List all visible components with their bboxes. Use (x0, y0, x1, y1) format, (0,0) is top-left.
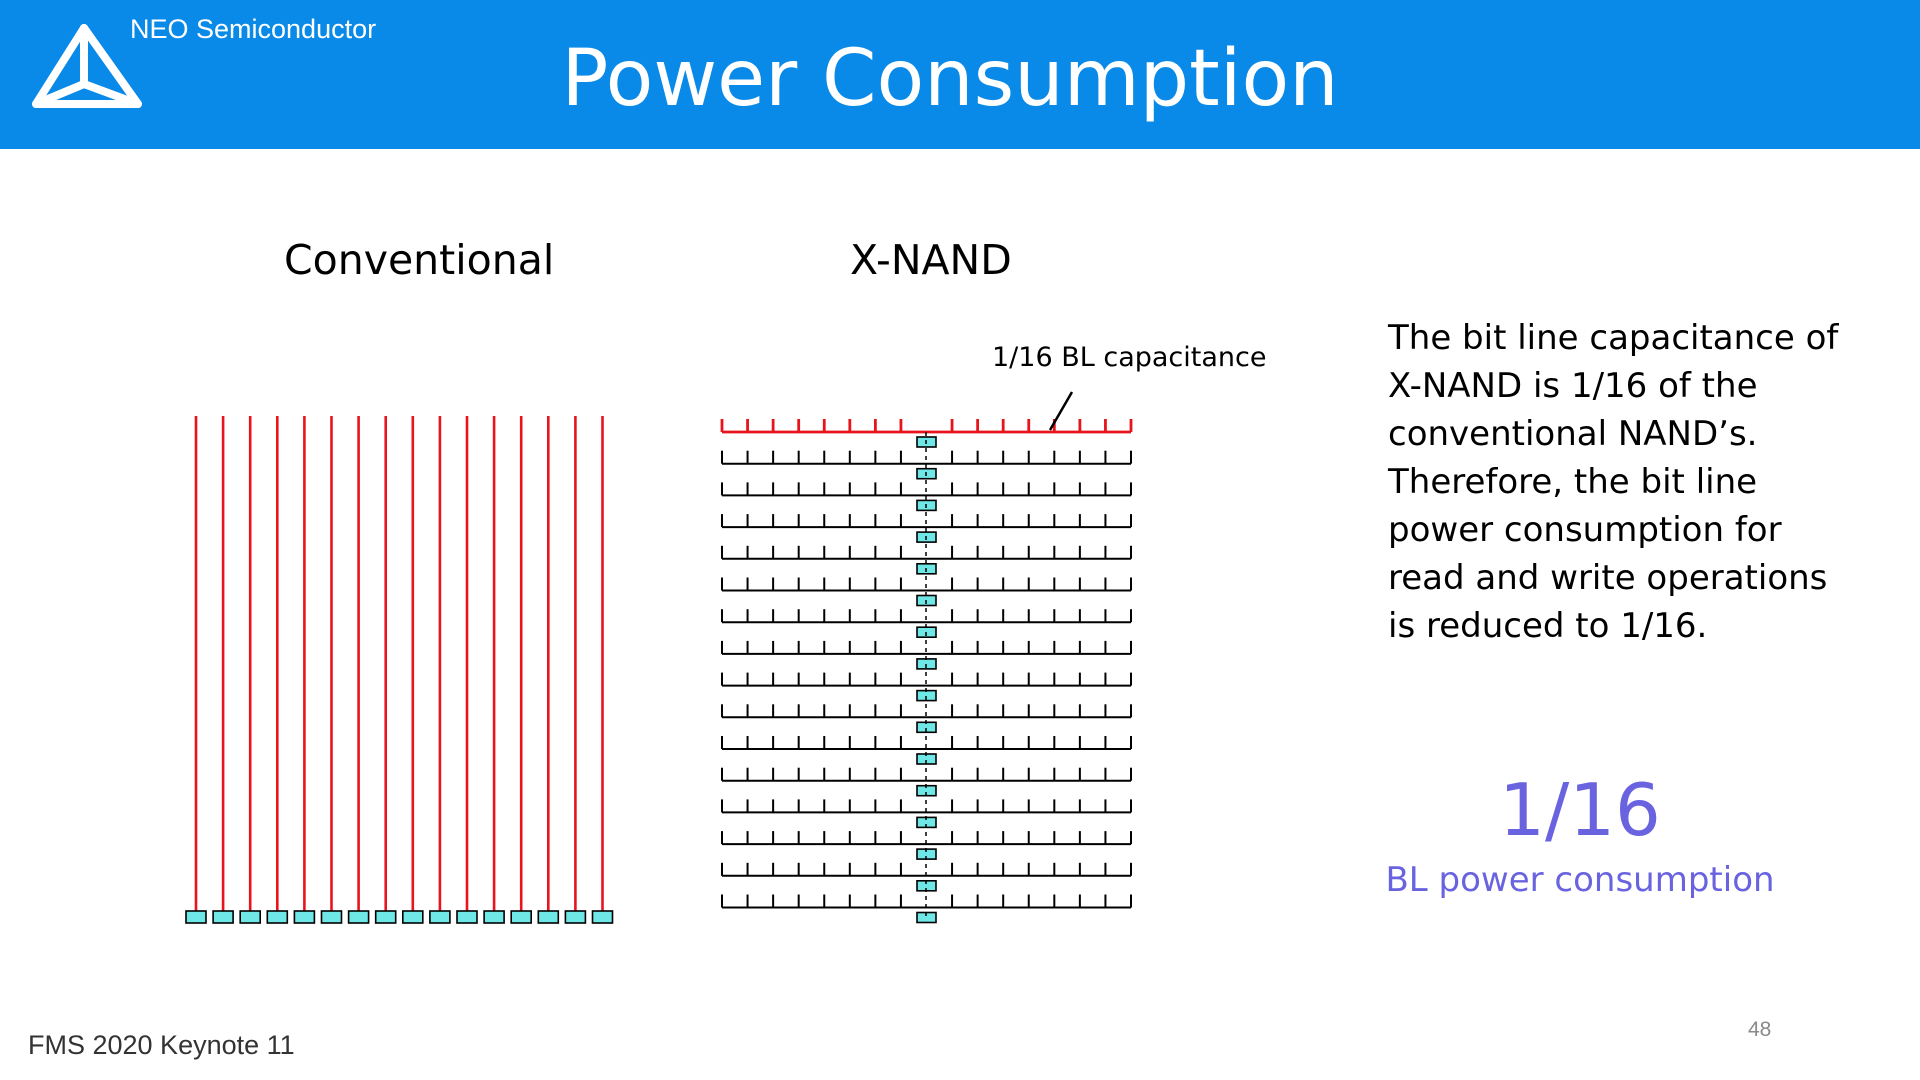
annotation-pointer (1048, 391, 1074, 431)
power-ratio-label: BL power consumption (1385, 860, 1775, 900)
page-buffer (537, 910, 560, 924)
power-ratio-value: 1/16 (1499, 768, 1661, 852)
page-buffer (239, 910, 261, 924)
slide-title: Power Consumption (561, 34, 1339, 124)
conventional-title: Conventional (284, 236, 555, 284)
page-buffer (212, 910, 234, 924)
page-buffer (401, 910, 424, 924)
page-buffer (591, 910, 614, 924)
footer-event: FMS 2020 Keynote 11 (28, 1030, 295, 1060)
page-buffer (293, 910, 316, 924)
description-text: The bit line capacitance of X-NAND is 1/… (1388, 318, 1839, 646)
page-buffer (320, 910, 343, 924)
tetrahedron-logo-icon (32, 24, 142, 108)
page-number: 48 (1748, 1018, 1772, 1041)
page-buffer (347, 910, 370, 924)
header-bar: NEO Semiconductor Power Consumption (0, 0, 1920, 149)
page-buffer (185, 910, 207, 924)
page-buffer (564, 910, 587, 924)
page-buffer (456, 910, 478, 924)
page-buffer (429, 910, 451, 924)
company-name: NEO Semiconductor (130, 14, 377, 44)
page-buffer (483, 910, 505, 924)
xnand-array-diagram (720, 419, 1133, 924)
page-buffer (510, 910, 533, 924)
xnand-title: X-NAND (850, 236, 1012, 284)
bl-capacitance-annotation: 1/16 BL capacitance (992, 342, 1267, 373)
page-buffer (266, 910, 289, 924)
conventional-array-diagram (185, 416, 614, 924)
page-buffer (374, 910, 397, 924)
